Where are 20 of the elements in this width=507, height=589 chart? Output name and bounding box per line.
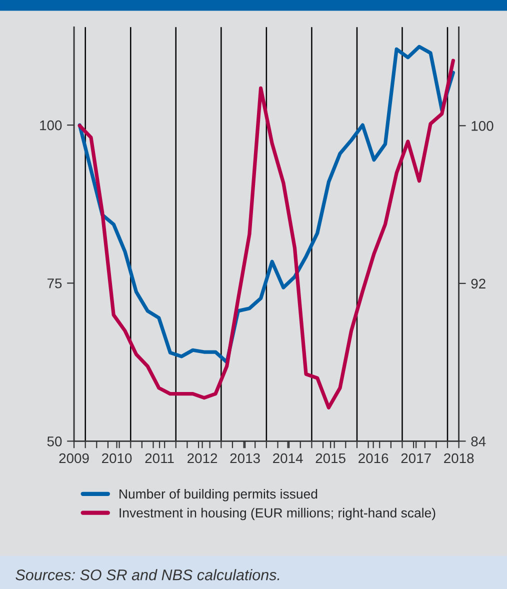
source-note: Sources: SO SR and NBS calculations.: [16, 569, 280, 580]
x-tick-label: 2018: [444, 453, 474, 464]
y-tick-label: 50: [47, 436, 62, 446]
x-tick-label: 2010: [102, 453, 132, 464]
x-tick-label: 2012: [188, 453, 218, 464]
x-tick-label: 2009: [59, 453, 89, 464]
x-tick-label: 2014: [273, 453, 303, 464]
x-tick-label: 2015: [316, 453, 346, 464]
y2-tick-label: 84: [471, 436, 486, 446]
legend-label: Number of building permits issued: [120, 488, 318, 502]
line-series: [78, 58, 455, 410]
y-tick-label: 100: [40, 120, 62, 130]
x-tick-label: 2013: [230, 453, 260, 464]
y2-tick-label: 92: [471, 278, 486, 289]
y-tick-label: 75: [47, 278, 62, 288]
x-tick-label: 2011: [145, 453, 174, 464]
x-tick-label: 2016: [358, 453, 388, 464]
y2-tick-label: 100: [472, 121, 494, 131]
x-tick-label: 2017: [401, 453, 431, 464]
legend-label: Investment in housing (EUR millions; right-hand scale): [120, 508, 436, 520]
